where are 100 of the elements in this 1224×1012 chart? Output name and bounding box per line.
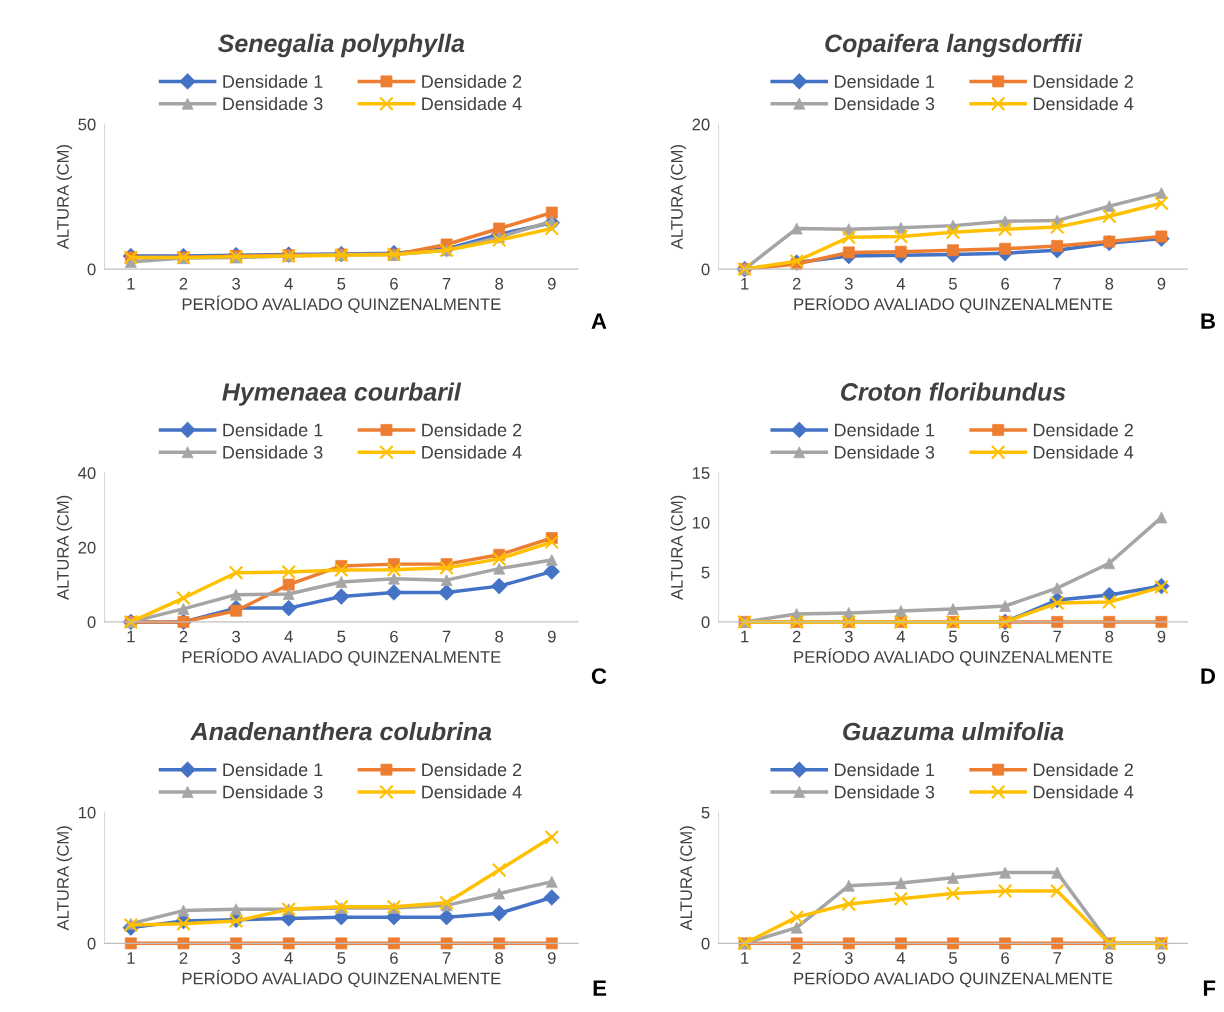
x-axis-title: PERÍODO AVALIADO QUINZENALMENTE xyxy=(182,969,501,988)
y-tick-label: 10 xyxy=(78,806,96,819)
x-tick-label: 7 xyxy=(442,630,451,643)
x-tick-label: 2 xyxy=(792,630,801,643)
x-axis-title: PERÍODO AVALIADO QUINZENALMENTE xyxy=(794,969,1113,988)
x-axis-title: PERÍODO AVALIADO QUINZENALMENTE xyxy=(794,648,1113,666)
x-tick-label: 7 xyxy=(1053,630,1061,643)
x-tick-label: 7 xyxy=(1053,278,1061,290)
chart-title: Copaifera langsdorffii xyxy=(825,33,1083,58)
legend-label: Densidade 3 xyxy=(835,96,935,111)
legend-label: Densidade 2 xyxy=(422,762,522,777)
y-axis-title: ALTURA (CM) xyxy=(56,495,73,600)
text: A xyxy=(591,313,607,329)
x-tick-label: 2 xyxy=(792,952,801,964)
x-axis-title: PERÍODO AVALIADO QUINZENALMENTE xyxy=(182,295,501,314)
legend-label: Densidade 4 xyxy=(422,96,522,111)
legend-label: Densidade 4 xyxy=(422,785,522,799)
legend-label: Densidade 4 xyxy=(1033,785,1134,799)
x-tick-label: 5 xyxy=(337,278,346,290)
x-tick-label: 3 xyxy=(232,952,240,964)
x-tick-label: 6 xyxy=(390,630,398,643)
y-axis-title: ALTURA (CM) xyxy=(670,495,687,600)
text: B xyxy=(1201,313,1215,329)
legend-label: Densidade 2 xyxy=(422,74,522,88)
x-tick-label: 9 xyxy=(1157,630,1166,643)
x-tick-label: 8 xyxy=(495,277,504,290)
x-tick-label: 4 xyxy=(284,278,293,290)
y-tick-label: 40 xyxy=(78,467,96,479)
legend-label: Densidade 1 xyxy=(223,423,323,437)
text: E xyxy=(593,980,607,996)
x-tick-label: 8 xyxy=(1105,277,1114,290)
x-tick-label: 7 xyxy=(442,278,451,290)
legend-label: Densidade 4 xyxy=(422,445,522,459)
x-tick-label: 9 xyxy=(547,952,556,964)
x-tick-label: 3 xyxy=(232,630,240,643)
x-tick-label: 2 xyxy=(179,630,188,643)
legend-label: Densidade 1 xyxy=(223,74,323,88)
x-tick-label: 1 xyxy=(741,278,749,290)
legend-label: Densidade 3 xyxy=(835,785,935,799)
legend-label: Densidade 1 xyxy=(835,762,935,777)
legend-label: Densidade 2 xyxy=(1033,423,1133,437)
x-tick-label: 1 xyxy=(127,630,135,643)
x-tick-label: 6 xyxy=(390,277,398,290)
x-tick-label: 1 xyxy=(127,952,135,964)
x-tick-label: 1 xyxy=(741,952,749,964)
y-axis-title: ALTURA (CM) xyxy=(56,145,73,250)
text: D xyxy=(1201,668,1216,684)
x-tick-label: 3 xyxy=(844,630,853,643)
x-tick-label: 8 xyxy=(1105,952,1114,964)
x-tick-label: 4 xyxy=(284,952,293,964)
x-tick-label: 2 xyxy=(179,952,188,964)
x-tick-label: 3 xyxy=(232,277,240,290)
y-tick-label: 0 xyxy=(701,616,710,629)
x-tick-label: 2 xyxy=(792,277,801,290)
x-tick-label: 6 xyxy=(1001,952,1009,964)
legend-label: Densidade 2 xyxy=(422,423,522,437)
x-tick-label: 2 xyxy=(179,277,188,290)
x-tick-label: 5 xyxy=(337,952,346,964)
x-tick-label: 4 xyxy=(896,630,906,643)
y-tick-label: 0 xyxy=(701,937,710,950)
legend-label: Densidade 1 xyxy=(835,423,935,437)
x-tick-label: 6 xyxy=(1001,277,1009,290)
x-tick-label: 8 xyxy=(495,630,504,643)
chart-title: Anadenanthera colubrina xyxy=(190,721,492,741)
y-tick-label: 0 xyxy=(701,263,710,276)
x-tick-label: 8 xyxy=(495,952,504,964)
y-tick-label: 0 xyxy=(87,616,96,629)
legend-label: Densidade 1 xyxy=(223,762,323,777)
y-tick-label: 15 xyxy=(692,467,710,479)
x-tick-label: 4 xyxy=(284,630,293,643)
legend-label: Densidade 3 xyxy=(223,445,323,459)
legend-label: Densidade 3 xyxy=(223,96,323,111)
y-tick-label: 5 xyxy=(701,806,710,819)
x-tick-label: 9 xyxy=(1157,952,1166,964)
x-tick-label: 3 xyxy=(844,277,853,290)
legend-label: Densidade 3 xyxy=(223,785,323,799)
x-tick-label: 1 xyxy=(127,278,135,290)
y-axis-title: ALTURA (CM) xyxy=(670,145,687,250)
chart-title: Croton floribundus xyxy=(841,382,1066,401)
x-tick-label: 9 xyxy=(547,277,556,290)
x-tick-label: 6 xyxy=(1001,630,1009,643)
x-tick-label: 8 xyxy=(1105,630,1114,643)
y-axis-title: ALTURA (CM) xyxy=(679,826,696,931)
x-tick-label: 5 xyxy=(337,630,346,643)
x-tick-label: 9 xyxy=(547,630,556,643)
legend-label: Densidade 3 xyxy=(835,445,935,459)
y-tick-label: 0 xyxy=(87,263,96,276)
x-tick-label: 5 xyxy=(949,278,957,290)
y-tick-label: 10 xyxy=(692,516,710,529)
x-tick-label: 9 xyxy=(1157,277,1166,290)
x-tick-label: 5 xyxy=(949,952,957,964)
x-tick-label: 5 xyxy=(949,630,957,643)
chart-title: Hymenaea courbaril xyxy=(222,382,462,406)
x-axis-title: PERÍODO AVALIADO QUINZENALMENTE xyxy=(182,648,501,666)
x-tick-label: 1 xyxy=(741,630,749,643)
y-tick-label: 20 xyxy=(692,118,710,131)
x-axis-title: PERÍODO AVALIADO QUINZENALMENTE xyxy=(794,295,1113,314)
legend-label: Densidade 2 xyxy=(1033,74,1133,88)
y-tick-label: 50 xyxy=(78,118,96,131)
text: F xyxy=(1203,980,1216,996)
